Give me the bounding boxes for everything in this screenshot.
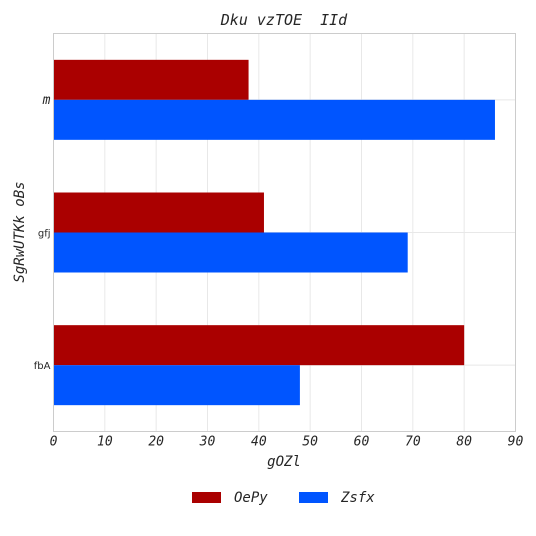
legend-swatch <box>192 492 221 503</box>
x-tick-label: 0 <box>50 435 58 450</box>
legend-swatch <box>299 492 328 503</box>
x-tick-label: 50 <box>302 435 318 450</box>
y-category-labels: m gfj fbA <box>34 93 51 372</box>
y-category-label: gfj <box>38 229 51 240</box>
legend-label: Zsfx <box>340 490 375 506</box>
bar-Zsfx-m <box>53 99 495 140</box>
x-tick-label: 40 <box>251 435 267 450</box>
x-tick-label: 70 <box>405 435 421 450</box>
bars <box>53 59 495 406</box>
plot-frame <box>53 33 516 432</box>
x-tick-label: 60 <box>354 435 370 450</box>
x-tick-label: 20 <box>148 435 164 450</box>
x-tick-label: 30 <box>199 435 216 450</box>
bar-OePy-gfj <box>53 192 264 233</box>
x-axis-label: gOZl <box>267 454 301 470</box>
bar-OePy-fbA <box>53 325 465 366</box>
x-tick-label: 10 <box>97 435 113 450</box>
bar-OePy-m <box>53 59 249 100</box>
legend: OePy Zsfx <box>192 490 375 506</box>
chart-title: Dku vzTOE IId <box>220 11 348 29</box>
y-axis-label: SgRwUTKk oBs <box>12 181 28 282</box>
x-tick-label: 90 <box>508 435 524 450</box>
bar-Zsfx-gfj <box>53 232 408 273</box>
legend-label: OePy <box>234 490 268 506</box>
x-tick-label: 80 <box>456 435 472 450</box>
bar-Zsfx-fbA <box>53 365 300 406</box>
x-tick-labels: 0 10 20 30 40 50 60 70 80 90 <box>50 435 524 450</box>
y-category-label: m <box>42 93 51 108</box>
y-category-label: fbA <box>34 361 51 372</box>
